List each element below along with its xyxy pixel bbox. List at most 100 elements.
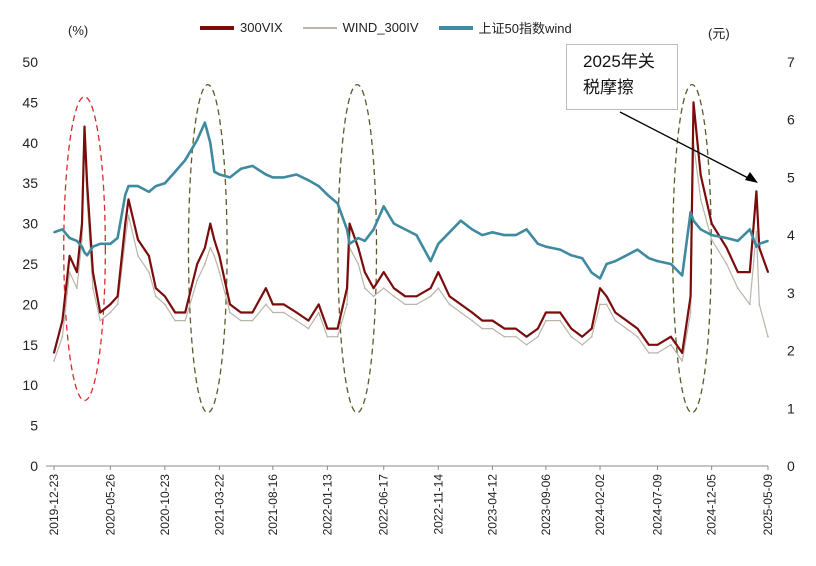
point-300vix [336, 327, 339, 330]
point-300vix [415, 295, 418, 298]
point-300vix [581, 335, 584, 338]
series-line-300vix [52, 101, 770, 354]
point-300vix [647, 343, 650, 346]
point-300vix [559, 311, 561, 314]
point-sz50 [184, 159, 187, 162]
point-sz50 [363, 240, 366, 242]
point-300vix [317, 303, 320, 306]
y-right-tick-labels: 0 1 2 3 4 5 6 7 [787, 54, 795, 474]
ellipse-2022-q2 [337, 83, 378, 414]
point-sz50 [581, 257, 584, 260]
point-wind-300iv [336, 335, 339, 338]
point-wind-300iv [503, 335, 506, 338]
point-wind-300iv [415, 303, 418, 306]
point-wind-300iv [295, 319, 298, 322]
point-sz50 [348, 242, 351, 245]
point-300vix [271, 303, 274, 306]
point-300vix [692, 101, 695, 104]
y-left-tick-label: 35 [22, 175, 38, 191]
point-sz50 [590, 271, 593, 274]
legend-swatch-wind-300iv [302, 26, 337, 29]
point-sz50 [503, 234, 506, 237]
point-sz50 [99, 242, 102, 245]
point-300vix [91, 271, 94, 273]
point-wind-300iv [174, 319, 176, 322]
point-sz50 [218, 173, 221, 176]
point-300vix [748, 271, 751, 273]
highlight-ellipses [63, 83, 712, 414]
x-tick-label: 2022-01-13 [320, 474, 334, 536]
point-wind-300iv [393, 295, 395, 298]
point-300vix [636, 327, 639, 330]
point-wind-300iv [251, 319, 254, 322]
ellipse-2024-q4 [672, 83, 712, 414]
point-sz50 [271, 176, 274, 179]
point-300vix [83, 125, 86, 128]
point-wind-300iv [147, 271, 150, 273]
point-300vix [491, 319, 494, 322]
point-sz50 [163, 182, 166, 185]
point-wind-300iv [76, 287, 78, 290]
point-sz50 [68, 237, 71, 239]
point-wind-300iv [581, 343, 584, 346]
point-sz50 [326, 193, 329, 196]
x-tick-label: 2024-12-05 [705, 474, 719, 536]
point-300vix [536, 327, 539, 330]
point-sz50 [429, 260, 432, 263]
point-sz50 [767, 240, 769, 242]
point-sz50 [599, 277, 601, 280]
point-sz50 [307, 179, 310, 182]
point-300vix [163, 295, 166, 298]
point-wind-300iv [213, 255, 216, 257]
point-sz50 [692, 219, 695, 222]
point-sz50 [209, 141, 212, 144]
point-sz50 [251, 164, 254, 167]
point-wind-300iv [459, 311, 462, 314]
point-300vix [710, 222, 713, 225]
point-300vix [61, 319, 64, 322]
point-wind-300iv [536, 335, 539, 338]
point-300vix [590, 327, 593, 330]
point-300vix [656, 343, 659, 346]
point-300vix [86, 182, 88, 185]
point-sz50 [265, 173, 267, 176]
point-300vix [382, 271, 385, 273]
callout-arrow-head [745, 172, 758, 183]
point-sz50 [213, 170, 216, 173]
point-300vix [154, 287, 157, 290]
point-wind-300iv [559, 319, 561, 322]
point-wind-300iv [81, 238, 83, 241]
point-sz50 [525, 228, 528, 231]
point-300vix [137, 238, 139, 241]
point-wind-300iv [99, 319, 102, 322]
point-wind-300iv [317, 311, 320, 314]
x-tick-label: 2021-03-22 [212, 474, 226, 536]
point-sz50 [137, 185, 139, 187]
legend-label-sz50: 上证50指数wind [478, 21, 572, 36]
legend-swatch-sz50 [438, 25, 473, 30]
y-left-tick-label: 25 [22, 256, 38, 272]
point-sz50 [372, 228, 375, 231]
point-sz50 [736, 240, 739, 242]
point-sz50 [647, 257, 650, 260]
point-sz50 [689, 211, 692, 213]
point-300vix [459, 303, 462, 306]
point-300vix [570, 327, 573, 330]
point-sz50 [755, 245, 758, 248]
point-wind-300iv [163, 303, 166, 306]
point-wind-300iv [109, 311, 112, 314]
point-300vix [251, 311, 254, 314]
point-wind-300iv [124, 238, 127, 241]
point-wind-300iv [282, 311, 285, 314]
point-wind-300iv [758, 303, 761, 306]
legend-item-sz50: 上证50指数wind [438, 18, 572, 37]
legend-item-wind-300iv: WIND_300IV [302, 20, 419, 35]
y-right-tick-label: 3 [787, 285, 795, 301]
point-wind-300iv [699, 198, 702, 201]
point-sz50 [346, 228, 348, 231]
y-right-tick-label: 5 [787, 169, 795, 185]
point-wind-300iv [229, 311, 231, 314]
point-sz50 [317, 185, 320, 187]
point-sz50 [81, 245, 83, 248]
